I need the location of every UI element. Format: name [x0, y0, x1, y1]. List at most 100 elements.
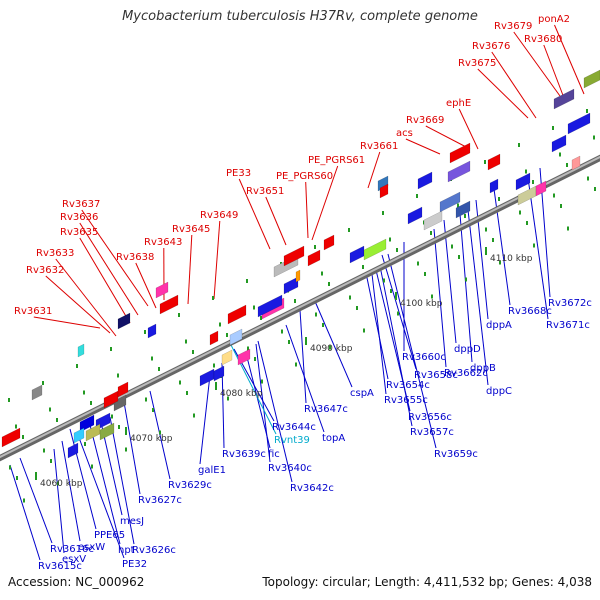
gene-label-forward[interactable]: ponA2	[538, 14, 570, 25]
gene-label-reverse[interactable]: Rv3657c	[410, 427, 454, 438]
gene-label-reverse[interactable]: Rv3627c	[138, 495, 182, 506]
gene-label-reverse[interactable]: dppD	[454, 344, 481, 355]
map-title: Mycobacterium tuberculosis H37Rv, comple…	[122, 9, 478, 24]
gene-label-reverse[interactable]: Rv3672c	[548, 298, 592, 309]
track-dot	[465, 277, 467, 282]
gene-label-reverse[interactable]: Rv3642c	[290, 483, 334, 494]
gene-label-reverse[interactable]: PPE65	[94, 530, 125, 541]
tick-label: 4090 kbp	[310, 344, 353, 354]
track-dot	[50, 459, 52, 463]
gene-label-forward[interactable]: Rv3636	[60, 212, 98, 223]
gene-label-reverse[interactable]: hpt	[118, 545, 135, 556]
gene-label-forward[interactable]: PE_PGRS61	[308, 155, 365, 166]
leader-line	[221, 362, 225, 449]
gene-label-reverse[interactable]: Rv3629c	[168, 480, 212, 491]
gene-label-reverse[interactable]: topA	[322, 433, 345, 444]
leader-line	[313, 298, 353, 388]
gene-label-reverse[interactable]: dppB	[470, 363, 496, 374]
gene-feature	[117, 312, 131, 330]
gene-label-reverse[interactable]: Rv3639c	[222, 449, 266, 460]
track-dot	[533, 243, 535, 248]
gene-label-forward[interactable]: Rv3649	[200, 210, 238, 221]
track-dot	[247, 346, 249, 351]
gene-feature	[379, 183, 389, 199]
gene-label-reverse[interactable]: esxV	[62, 554, 86, 565]
track-dot	[254, 357, 256, 361]
leader-line	[458, 108, 479, 150]
gene-feature	[447, 160, 471, 183]
gene-label-forward[interactable]: Rv3651	[246, 186, 284, 197]
gene-label-forward[interactable]: Rv3645	[172, 224, 210, 235]
gene-label-reverse[interactable]: dppA	[486, 320, 512, 331]
gene-label-reverse[interactable]: galE1	[198, 465, 226, 476]
gene-label-reverse[interactable]: Rv3656c	[408, 412, 452, 423]
gene-label-forward[interactable]: PE_PGRS60	[276, 171, 333, 182]
gene-label-reverse[interactable]: dppC	[486, 386, 512, 397]
gene-label-reverse[interactable]: Rv3658c	[414, 370, 458, 381]
gene-label-forward[interactable]: acs	[396, 128, 413, 139]
leader-line	[135, 262, 157, 309]
gene-label-reverse[interactable]: PE32	[122, 559, 147, 570]
gene-label-reverse[interactable]: esxW	[78, 542, 105, 553]
gene-label-reverse[interactable]: cspA	[350, 388, 374, 399]
gene-label-forward[interactable]: Rv3635	[60, 227, 98, 238]
gene-label-forward[interactable]: Rv3676	[472, 41, 510, 52]
gene-label-reverse[interactable]: Rv3655c	[384, 395, 428, 406]
gene-label-forward[interactable]: Rv3638	[116, 252, 154, 263]
gene-label-forward[interactable]: Rv3679	[494, 21, 532, 32]
gene-label-rna[interactable]: Rvnt39	[274, 435, 310, 446]
leader-line	[255, 343, 271, 463]
track-dot	[559, 152, 561, 157]
gene-feature	[77, 343, 85, 358]
gene-label-forward[interactable]: PE33	[226, 168, 251, 179]
track-dot	[593, 135, 595, 140]
backbone-highlight	[0, 155, 600, 459]
gene-label-reverse[interactable]: Rv3640c	[268, 463, 312, 474]
leader-line	[199, 374, 211, 465]
gene-label-forward[interactable]: Rv3680	[524, 34, 562, 45]
gene-label-reverse[interactable]: Rv3668c	[508, 306, 552, 317]
gene-label-reverse[interactable]: Rv3654c	[386, 380, 430, 391]
track-dot	[186, 391, 188, 395]
gene-label-reverse[interactable]: Rv3644c	[272, 422, 316, 433]
leader-line	[257, 340, 293, 483]
gene-feature	[489, 178, 499, 194]
gene-label-reverse[interactable]: Rv3660c	[402, 352, 446, 363]
gene-label-forward[interactable]: ephE	[446, 98, 471, 109]
gene-label-forward[interactable]: Rv3669	[406, 115, 444, 126]
track-dot	[91, 464, 93, 469]
gene-label-reverse[interactable]: Rv3671c	[546, 320, 590, 331]
gene-label-reverse[interactable]: Rv3659c	[434, 449, 478, 460]
track-dot	[159, 430, 161, 435]
gene-label-reverse[interactable]: fic	[268, 449, 280, 460]
track-dot	[464, 214, 466, 218]
gene-label-forward[interactable]: Rv3631	[14, 306, 52, 317]
track-dot	[90, 401, 92, 405]
gene-label-reverse[interactable]: Rv3616c	[50, 544, 94, 555]
leader-line	[213, 220, 221, 300]
gene-feature	[155, 281, 169, 299]
gene-label-reverse[interactable]: Rv3647c	[304, 404, 348, 415]
gene-label-forward[interactable]: Rv3632	[26, 265, 64, 276]
gene-label-reverse[interactable]: mesJ	[120, 516, 144, 527]
gene-label-reverse[interactable]: Rv3626c	[132, 545, 176, 556]
track-dot	[260, 316, 262, 320]
track-dot	[314, 245, 316, 249]
gene-label-forward[interactable]: Rv3661	[360, 141, 398, 152]
leader-line	[425, 125, 471, 150]
gene-label-reverse[interactable]: Rv3662c	[444, 368, 488, 379]
gene-label-reverse[interactable]: Rv3615c	[38, 561, 82, 572]
gene-label-forward[interactable]: Rv3633	[36, 248, 74, 259]
track-dot	[212, 296, 214, 300]
leader-line	[19, 457, 53, 544]
track-dot	[192, 350, 194, 354]
gene-label-forward[interactable]: Rv3643	[144, 237, 182, 248]
track-dot	[356, 306, 358, 310]
gene-label-forward[interactable]: Rv3637	[62, 199, 100, 210]
leader-line	[305, 181, 309, 239]
gene-label-forward[interactable]: Rv3675	[458, 58, 496, 69]
track-dot	[553, 193, 555, 198]
leader-line	[365, 272, 389, 380]
leader-line	[513, 31, 561, 97]
